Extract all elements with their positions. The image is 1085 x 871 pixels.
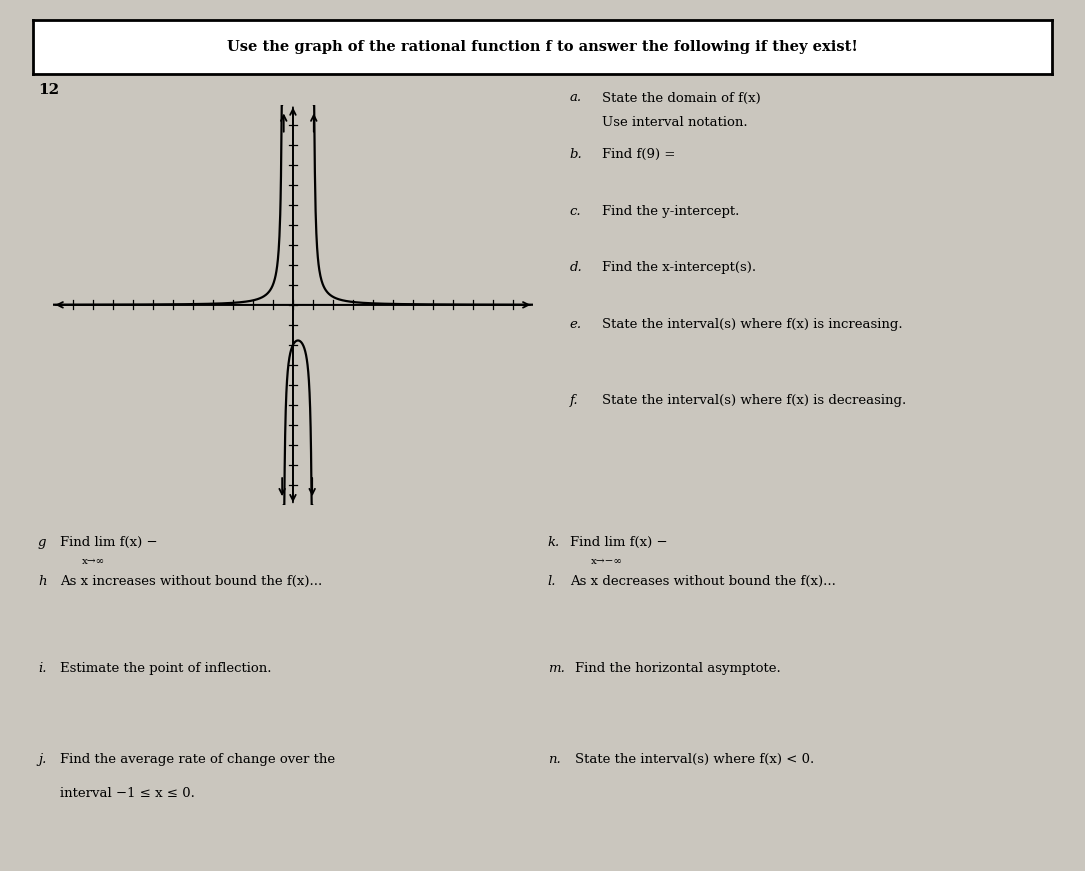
Text: State the interval(s) where f(x) < 0.: State the interval(s) where f(x) < 0. <box>575 753 815 766</box>
Text: x→∞: x→∞ <box>81 557 104 566</box>
Text: n.: n. <box>548 753 561 766</box>
Text: interval −1 ≤ x ≤ 0.: interval −1 ≤ x ≤ 0. <box>60 787 194 800</box>
Text: g: g <box>38 536 47 549</box>
Text: f.: f. <box>570 394 578 407</box>
Text: a.: a. <box>570 91 582 105</box>
Text: Use the graph of the rational function f to answer the following if they exist!: Use the graph of the rational function f… <box>227 40 858 54</box>
Text: Find lim f(x) −: Find lim f(x) − <box>60 536 157 549</box>
Text: e.: e. <box>570 318 582 331</box>
Text: Find lim f(x) −: Find lim f(x) − <box>570 536 667 549</box>
Text: 12: 12 <box>38 83 59 97</box>
Text: As x decreases without bound the f(x)...: As x decreases without bound the f(x)... <box>570 575 835 588</box>
Text: Estimate the point of inflection.: Estimate the point of inflection. <box>60 662 271 675</box>
Text: As x increases without bound the f(x)...: As x increases without bound the f(x)... <box>60 575 322 588</box>
Text: Find the average rate of change over the: Find the average rate of change over the <box>60 753 335 766</box>
Text: i.: i. <box>38 662 47 675</box>
Text: State the domain of f(x): State the domain of f(x) <box>602 91 761 105</box>
Text: Use interval notation.: Use interval notation. <box>602 116 748 129</box>
Text: m.: m. <box>548 662 565 675</box>
Text: j.: j. <box>38 753 47 766</box>
Text: c.: c. <box>570 205 582 218</box>
Text: l.: l. <box>548 575 557 588</box>
Text: Find the x-intercept(s).: Find the x-intercept(s). <box>602 261 756 274</box>
Text: State the interval(s) where f(x) is increasing.: State the interval(s) where f(x) is incr… <box>602 318 903 331</box>
Text: Find the y-intercept.: Find the y-intercept. <box>602 205 740 218</box>
Text: Find f(9) =: Find f(9) = <box>602 148 676 161</box>
Text: State the interval(s) where f(x) is decreasing.: State the interval(s) where f(x) is decr… <box>602 394 906 407</box>
Text: h: h <box>38 575 47 588</box>
Text: d.: d. <box>570 261 583 274</box>
Text: x→−∞: x→−∞ <box>591 557 623 566</box>
Text: Find the horizontal asymptote.: Find the horizontal asymptote. <box>575 662 781 675</box>
Text: k.: k. <box>548 536 560 549</box>
Text: b.: b. <box>570 148 583 161</box>
